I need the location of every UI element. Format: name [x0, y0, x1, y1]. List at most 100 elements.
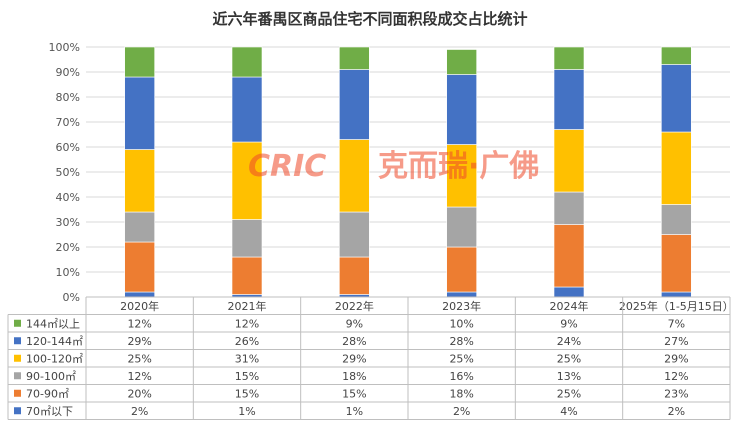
bar-segment — [231, 141, 263, 220]
legend-swatch — [14, 319, 21, 327]
legend-label: 90-100㎡ — [26, 370, 76, 383]
bar-segment — [446, 144, 477, 208]
legend-swatch — [14, 372, 21, 380]
data-label: 23% — [664, 388, 688, 401]
legend-label: 120-144㎡ — [26, 335, 83, 348]
category-label: 2024年 — [550, 299, 589, 313]
data-label: 28% — [449, 335, 473, 348]
bar-segment — [661, 204, 692, 235]
bar-segment — [231, 46, 263, 78]
bar-segment — [231, 76, 263, 143]
y-tick-label: 70% — [56, 116, 80, 129]
bar-segment — [661, 131, 692, 205]
data-label: 20% — [127, 388, 151, 401]
y-tick-label: 60% — [56, 141, 80, 154]
bar-segment — [446, 74, 477, 145]
data-label: 26% — [235, 335, 259, 348]
y-tick-label: 80% — [56, 91, 80, 104]
data-label: 12% — [235, 318, 259, 331]
data-label: 9% — [346, 318, 363, 331]
bar-segment — [446, 291, 477, 298]
data-label: 18% — [342, 370, 366, 383]
bar-segment — [339, 139, 370, 213]
bar-segment — [446, 49, 477, 75]
data-label: 7% — [668, 318, 685, 331]
bar-segment — [553, 129, 585, 193]
bar-segment — [339, 256, 370, 295]
y-tick-label: 40% — [56, 191, 80, 204]
bar-segment — [339, 211, 370, 258]
data-label: 2% — [453, 405, 470, 418]
data-label: 31% — [235, 353, 259, 366]
data-label: 29% — [127, 335, 151, 348]
bar-segment — [124, 76, 155, 150]
legend-swatch — [14, 354, 21, 362]
data-label: 13% — [557, 370, 581, 383]
legend-label: 70㎡以下 — [26, 405, 73, 418]
category-label: 2021年 — [228, 299, 267, 313]
y-tick-label: 0% — [63, 291, 80, 304]
bar-segment — [661, 234, 692, 293]
data-label: 28% — [342, 335, 366, 348]
bars — [124, 46, 692, 298]
y-tick-label: 50% — [56, 166, 80, 179]
bar-segment — [446, 246, 477, 293]
data-label: 15% — [235, 388, 259, 401]
data-label: 25% — [127, 353, 151, 366]
data-label: 27% — [664, 335, 688, 348]
data-label: 15% — [235, 370, 259, 383]
category-label: 2025年（1-5月15日） — [619, 299, 734, 313]
bar-segment — [124, 46, 155, 78]
category-label: 2023年 — [442, 299, 481, 313]
bar-segment — [231, 256, 263, 295]
bar-segment — [446, 206, 477, 248]
data-label: 16% — [449, 370, 473, 383]
data-label: 24% — [557, 335, 581, 348]
bar-segment — [553, 46, 585, 70]
legend-swatch — [14, 389, 21, 397]
bar-segment — [124, 241, 155, 293]
data-label: 2% — [131, 405, 148, 418]
data-label: 4% — [560, 405, 577, 418]
bar-segment — [661, 64, 692, 133]
watermark-logo: CRIC — [248, 149, 326, 184]
bar-segment — [339, 69, 370, 140]
y-tick-label: 30% — [56, 216, 80, 229]
data-label: 25% — [557, 388, 581, 401]
data-label: 10% — [449, 318, 473, 331]
y-tick-label: 100% — [49, 41, 80, 54]
data-label: 12% — [664, 370, 688, 383]
legend-label: 144㎡以上 — [26, 318, 80, 331]
bar-segment — [661, 291, 692, 298]
bar-segment — [124, 291, 155, 298]
y-axis: 0% 10% 20% 30% 40% 50% 60% 70% 80% 90% 100% — [49, 41, 80, 304]
chart-title: 近六年番禺区商品住宅不同面积段成交占比统计 — [212, 10, 527, 28]
data-label: 25% — [449, 353, 473, 366]
data-label: 1% — [238, 405, 255, 418]
bar-segment — [339, 46, 370, 70]
category-label: 2022年 — [335, 299, 374, 313]
bar-segment — [553, 191, 585, 225]
gridlines — [86, 46, 730, 298]
bar-segment — [124, 149, 155, 213]
bar-segment — [553, 69, 585, 130]
bar-segment — [553, 224, 585, 288]
data-table: 2020年 2021年 2022年 2023年 2024年 2025年（1-5月15日） 1… — [7, 296, 734, 420]
legend-swatch — [14, 407, 21, 415]
data-label: 9% — [560, 318, 577, 331]
watermark: CRIC 克而瑞·广佛 — [248, 149, 539, 184]
data-label: 25% — [557, 353, 581, 366]
watermark-text: 克而瑞·广佛 — [378, 149, 539, 184]
legend-label: 70-90㎡ — [26, 388, 69, 401]
data-label: 2% — [668, 405, 685, 418]
legend-swatch — [14, 337, 21, 345]
bar-segment — [553, 286, 585, 298]
y-tick-label: 10% — [56, 266, 80, 279]
y-tick-label: 90% — [56, 66, 80, 79]
data-label: 12% — [127, 370, 151, 383]
legend-label: 100-120㎡ — [26, 353, 83, 366]
y-tick-label: 20% — [56, 241, 80, 254]
data-label: 12% — [127, 318, 151, 331]
data-label: 1% — [346, 405, 363, 418]
